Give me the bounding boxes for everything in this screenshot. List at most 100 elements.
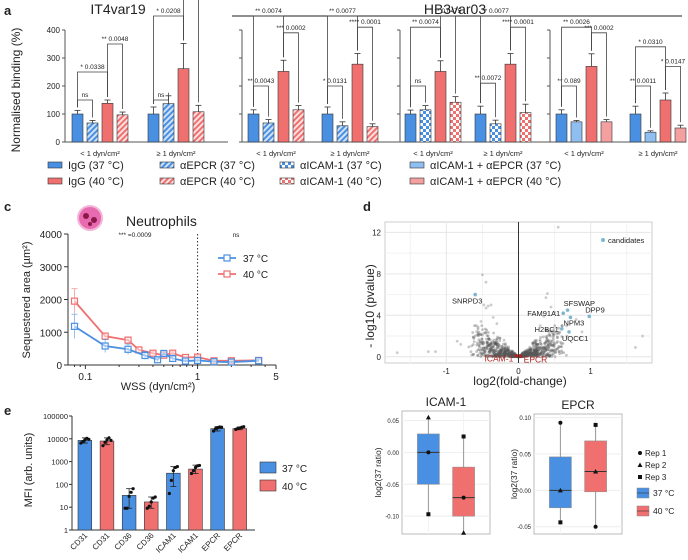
- significance-bracket: [440, 15, 456, 94]
- background-point: [505, 349, 508, 352]
- background-point: [525, 351, 529, 354]
- background-point: [491, 355, 495, 358]
- background-point: [552, 343, 556, 347]
- background-point: [546, 341, 549, 345]
- background-point: [503, 351, 507, 355]
- legend-swatch-lightred-solid: [409, 177, 425, 185]
- replicate-point: [169, 478, 173, 482]
- background-point: [562, 351, 566, 355]
- background-point: [551, 348, 555, 352]
- background-point: [483, 349, 486, 352]
- background-point: [542, 314, 546, 318]
- point-sfswap: [565, 308, 570, 312]
- background-point: [524, 352, 528, 356]
- background-point: [489, 349, 493, 353]
- data-point: [193, 356, 202, 365]
- background-point: [495, 337, 498, 341]
- background-point: [530, 351, 534, 355]
- box-red: [584, 440, 607, 493]
- box-ytick-label: 0.05: [387, 419, 399, 425]
- background-point: [506, 352, 509, 356]
- panel-a-legend: IgG (37 °C) IgG (40 °C) αEPCR (37 °C) αEPCR…: [47, 160, 561, 188]
- background-point: [476, 327, 480, 331]
- background-point: [471, 353, 475, 356]
- background-point: [528, 353, 532, 357]
- background-point: [541, 355, 544, 359]
- legend-label: αEPCR (40 °C): [180, 176, 255, 188]
- background-point: [541, 347, 545, 351]
- background-point: [470, 353, 474, 357]
- background-point: [489, 345, 493, 349]
- background-point: [500, 348, 503, 352]
- replicate-point: [107, 436, 111, 440]
- group-xlabel: < 1 dyn/cm²: [413, 149, 453, 158]
- background-point: [546, 351, 550, 355]
- point-label-uqcc1: UQCC1: [562, 334, 588, 343]
- background-point: [496, 337, 499, 341]
- background-point: [541, 335, 545, 339]
- panel-e-ytick-label: 100000: [43, 412, 68, 421]
- background-point: [485, 334, 489, 337]
- background-point: [528, 347, 532, 351]
- panel-a-ytick-label: 300: [47, 54, 61, 63]
- background-point: [475, 350, 478, 354]
- background-point: [511, 351, 515, 355]
- data-point: [141, 351, 149, 360]
- background-point: [532, 353, 535, 357]
- replicate-point: [125, 506, 129, 510]
- background-point: [495, 353, 498, 357]
- point-label-npm3: NPM3: [563, 318, 584, 327]
- background-point: [482, 303, 486, 307]
- background-point: [510, 354, 514, 358]
- background-point: [507, 352, 511, 355]
- legend-rep1-icon: [638, 451, 642, 455]
- background-point: [560, 324, 564, 328]
- background-point: [634, 346, 637, 349]
- background-point: [551, 343, 555, 347]
- background-point: [523, 353, 527, 357]
- background-point: [490, 347, 494, 351]
- background-point: [547, 340, 551, 343]
- background-point: [480, 346, 484, 350]
- background-point: [526, 352, 530, 356]
- background-point: [544, 349, 548, 352]
- background-point: [542, 347, 546, 351]
- background-point: [548, 348, 552, 352]
- background-point: [522, 353, 525, 356]
- bar-blue-check: [489, 123, 502, 143]
- background-point: [534, 347, 538, 351]
- legend-label: 40 °C: [282, 482, 307, 493]
- background-point: [483, 350, 487, 353]
- bar-red-hatch: [192, 111, 205, 143]
- bar-lightred-solid: [674, 127, 687, 143]
- background-point: [512, 355, 516, 359]
- background-point: [529, 348, 533, 352]
- background-point: [548, 333, 552, 337]
- panel-a-ytick-label: 200: [47, 82, 61, 91]
- background-point: [484, 331, 487, 335]
- background-point: [506, 347, 510, 351]
- background-point: [540, 350, 544, 354]
- panel-c-ytick-label: 3000: [40, 263, 63, 274]
- bar-cd31: [99, 440, 115, 531]
- background-point: [523, 352, 527, 355]
- background-point: [536, 353, 540, 357]
- volcano-xlabel: log2(fold-change): [473, 374, 566, 388]
- background-point: [498, 350, 502, 354]
- background-point: [532, 350, 536, 354]
- background-point: [508, 354, 512, 358]
- background-point: [491, 315, 495, 319]
- background-point: [535, 353, 539, 357]
- panel-a-ylabel: Normalised binding (%): [9, 28, 23, 153]
- background-point: [504, 349, 508, 353]
- background-point: [489, 342, 493, 346]
- background-point: [525, 352, 529, 356]
- background-point: [500, 348, 504, 351]
- background-point: [546, 343, 550, 347]
- background-point: [475, 330, 479, 334]
- bar-blue-hatch: [86, 122, 99, 143]
- background-point: [557, 349, 561, 353]
- background-point: [510, 354, 514, 358]
- significance-bracket: [591, 32, 607, 117]
- background-point: [531, 352, 535, 356]
